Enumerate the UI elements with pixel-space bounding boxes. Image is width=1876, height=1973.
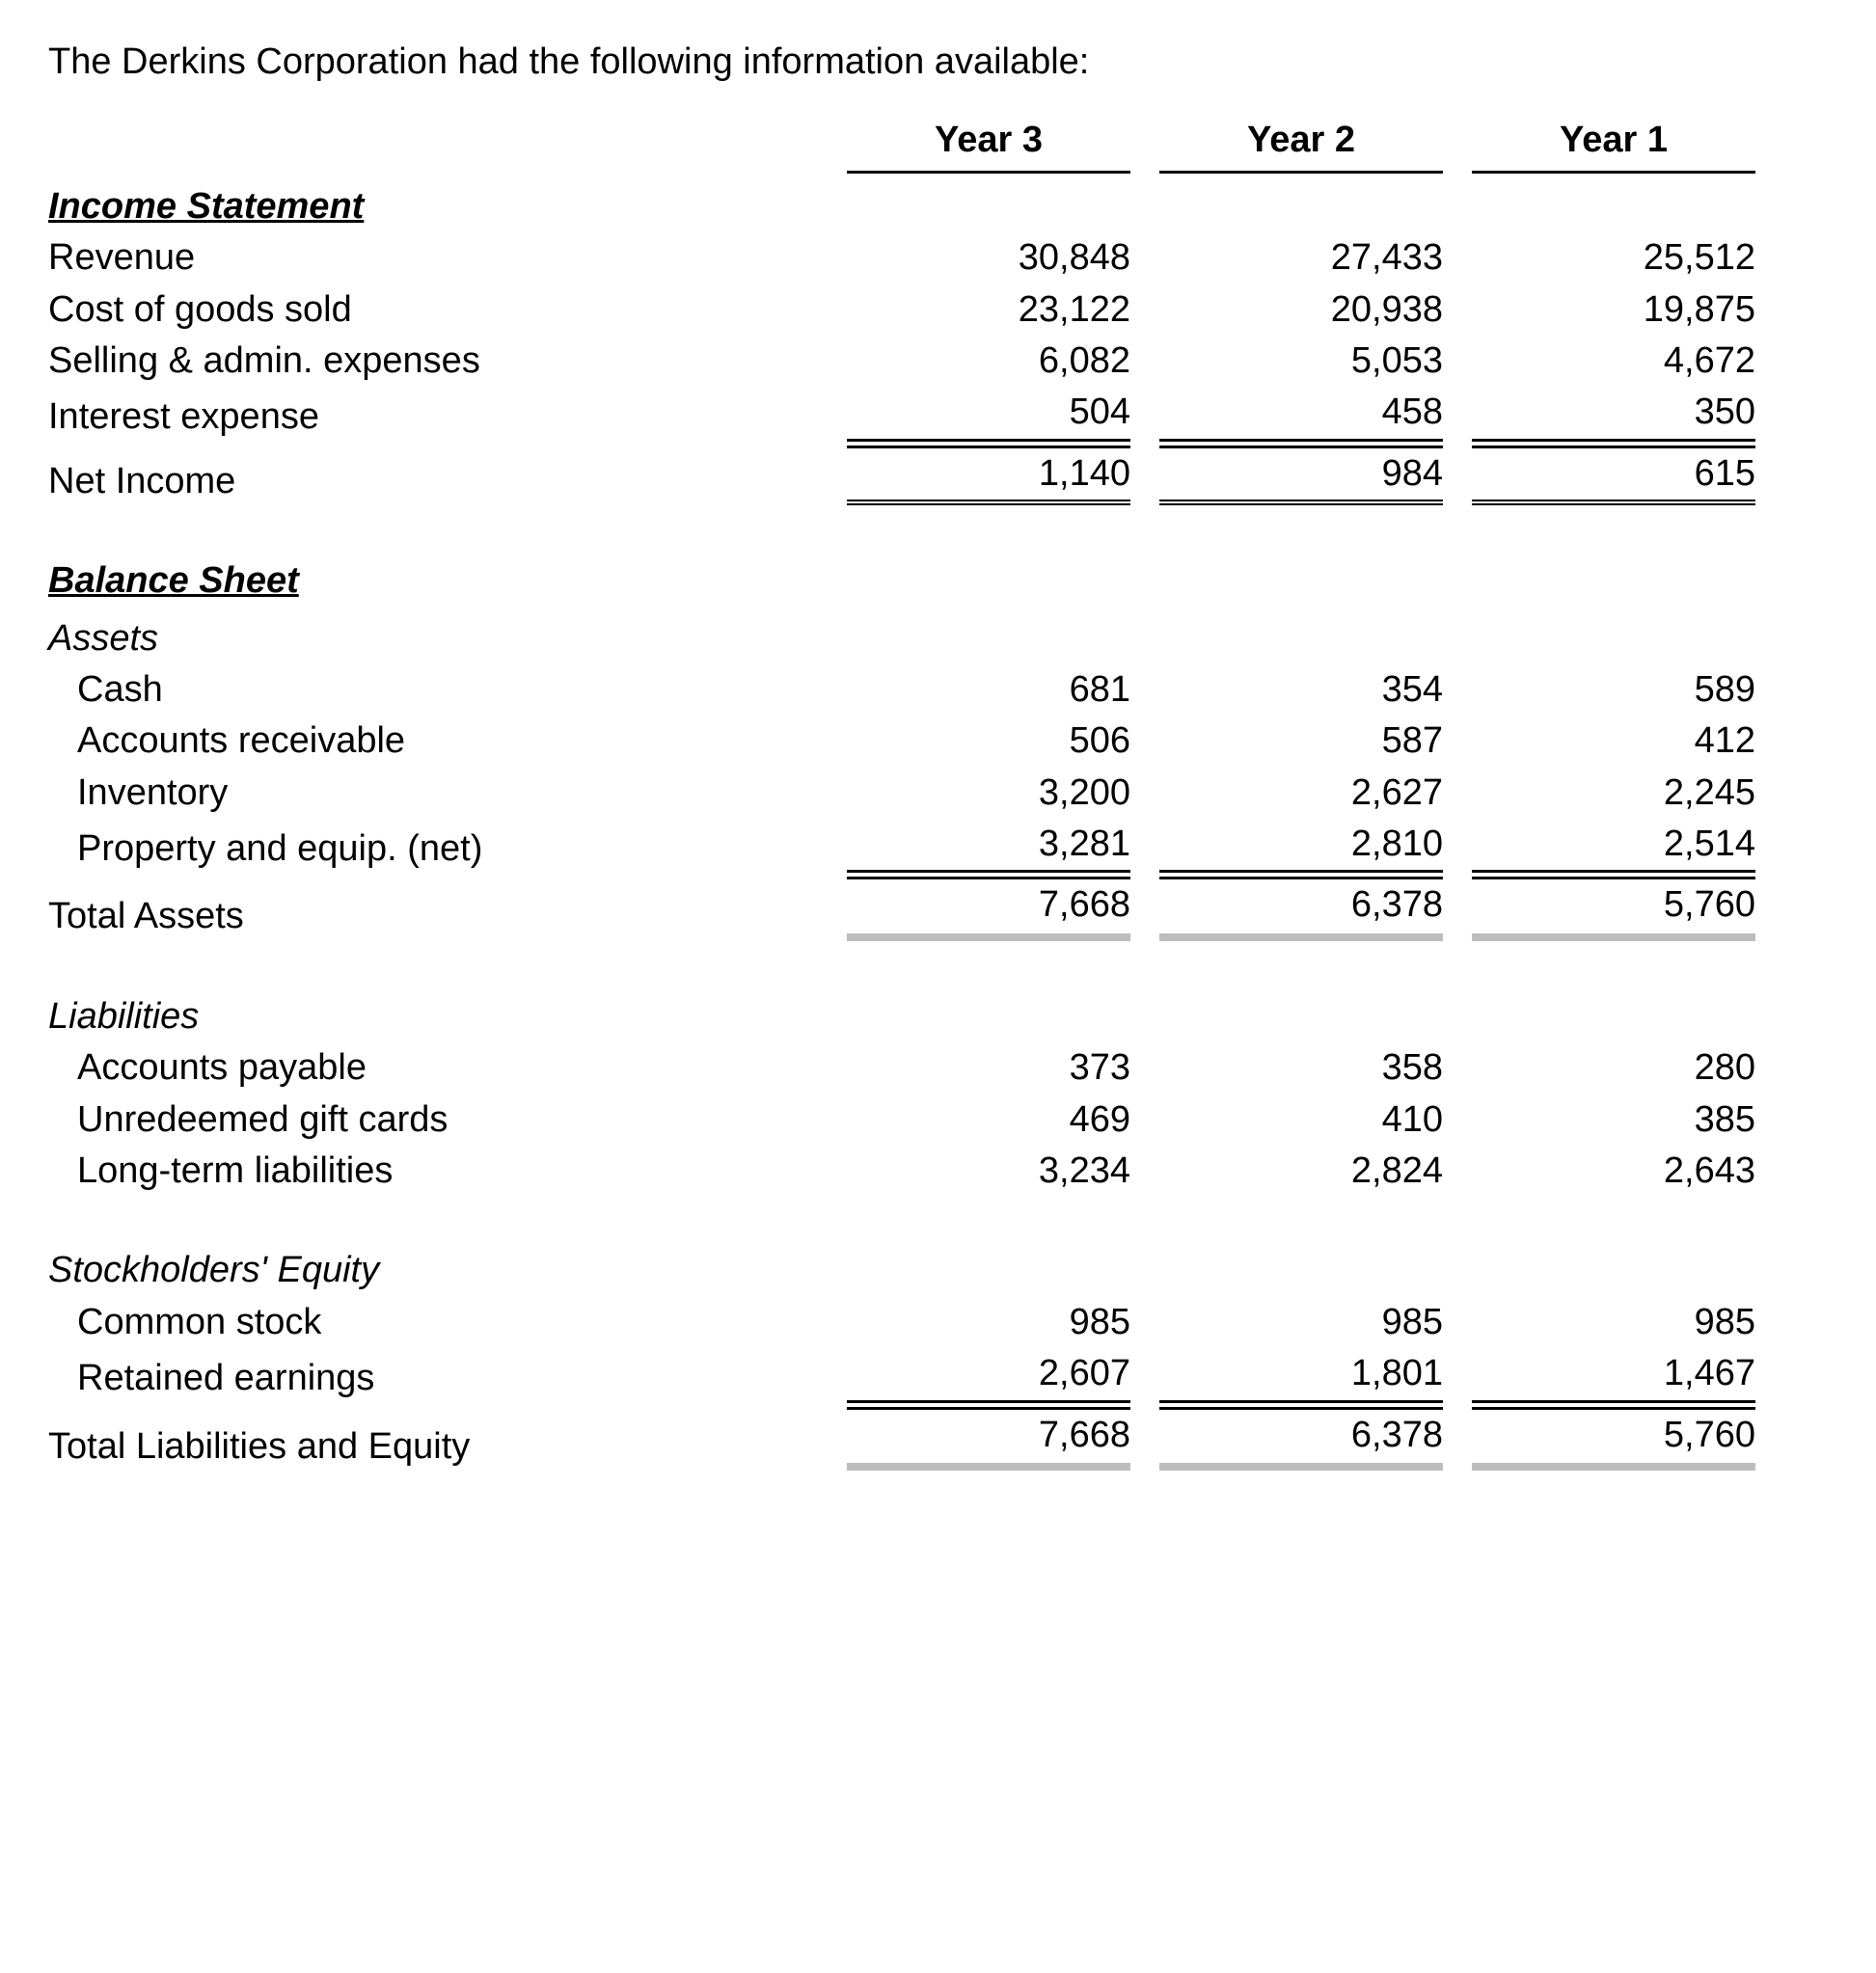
val: 280	[1472, 1042, 1784, 1094]
label-giftcards: Unredeemed gift cards	[48, 1095, 847, 1146]
row-sga: Selling & admin. expenses 6,082 5,053 4,…	[48, 336, 1784, 387]
val: 6,082	[847, 336, 1159, 387]
val: 20,938	[1159, 284, 1472, 336]
label-retained-earnings: Retained earnings	[48, 1348, 847, 1404]
val: 6,378	[1159, 1407, 1443, 1471]
label-lt-liab: Long-term liabilities	[48, 1146, 847, 1197]
label-ap: Accounts payable	[48, 1042, 847, 1094]
val: 1,140	[847, 446, 1130, 505]
row-common-stock: Common stock 985 985 985	[48, 1297, 1784, 1348]
val: 615	[1472, 446, 1755, 505]
financial-table: Year 3 Year 2 Year 1 Income Statement Re…	[48, 115, 1784, 1473]
label-total-assets: Total Assets	[48, 875, 847, 942]
balance-sheet-header: Balance Sheet	[48, 550, 847, 607]
val: 2,810	[1159, 821, 1443, 873]
val: 2,824	[1159, 1146, 1472, 1197]
val: 587	[1159, 716, 1472, 767]
row-ppe: Property and equip. (net) 3,281 2,810 2,…	[48, 819, 1784, 875]
row-ap: Accounts payable 373 358 280	[48, 1042, 1784, 1094]
col-year2: Year 2	[1159, 117, 1443, 173]
val: 6,378	[1159, 877, 1443, 940]
label-common-stock: Common stock	[48, 1297, 847, 1348]
label-revenue: Revenue	[48, 232, 847, 284]
val: 3,234	[847, 1146, 1159, 1197]
row-cash: Cash 681 354 589	[48, 664, 1784, 716]
val: 7,668	[847, 1407, 1130, 1471]
val: 4,672	[1472, 336, 1784, 387]
label-cash: Cash	[48, 664, 847, 716]
equity-subheader: Stockholders' Equity	[48, 1239, 847, 1296]
val: 25,512	[1472, 232, 1784, 284]
col-year1: Year 1	[1472, 117, 1755, 173]
val: 23,122	[847, 284, 1159, 336]
val: 5,053	[1159, 336, 1472, 387]
row-total-liab-equity: Total Liabilities and Equity 7,668 6,378…	[48, 1405, 1784, 1473]
val: 30,848	[847, 232, 1159, 284]
label-net-income: Net Income	[48, 444, 847, 507]
income-statement-header: Income Statement	[48, 176, 847, 232]
val: 354	[1159, 664, 1472, 716]
row-giftcards: Unredeemed gift cards 469 410 385	[48, 1095, 1784, 1146]
val: 985	[1159, 1297, 1472, 1348]
assets-subheader: Assets	[48, 608, 847, 664]
row-revenue: Revenue 30,848 27,433 25,512	[48, 232, 1784, 284]
val: 19,875	[1472, 284, 1784, 336]
val: 589	[1472, 664, 1784, 716]
label-ppe: Property and equip. (net)	[48, 819, 847, 875]
val: 410	[1159, 1095, 1472, 1146]
val: 985	[847, 1297, 1159, 1348]
row-cogs: Cost of goods sold 23,122 20,938 19,875	[48, 284, 1784, 336]
val: 350	[1472, 389, 1755, 441]
val: 984	[1159, 446, 1443, 505]
intro-text: The Derkins Corporation had the followin…	[48, 39, 1828, 86]
label-inventory: Inventory	[48, 768, 847, 819]
val: 1,467	[1472, 1350, 1755, 1402]
val: 985	[1472, 1297, 1784, 1348]
val: 412	[1472, 716, 1784, 767]
val: 373	[847, 1042, 1159, 1094]
val: 2,643	[1472, 1146, 1784, 1197]
liabilities-subheader: Liabilities	[48, 986, 847, 1042]
row-ar: Accounts receivable 506 587 412	[48, 716, 1784, 767]
row-total-assets: Total Assets 7,668 6,378 5,760	[48, 875, 1784, 942]
val: 3,281	[847, 821, 1130, 873]
val: 2,245	[1472, 768, 1784, 819]
row-net-income: Net Income 1,140 984 615	[48, 444, 1784, 507]
row-inventory: Inventory 3,200 2,627 2,245	[48, 768, 1784, 819]
val: 7,668	[847, 877, 1130, 940]
label-interest: Interest expense	[48, 387, 847, 443]
val: 5,760	[1472, 877, 1755, 940]
row-interest: Interest expense 504 458 350	[48, 387, 1784, 443]
label-sga: Selling & admin. expenses	[48, 336, 847, 387]
val: 506	[847, 716, 1159, 767]
val: 458	[1159, 389, 1443, 441]
row-lt-liab: Long-term liabilities 3,234 2,824 2,643	[48, 1146, 1784, 1197]
val: 2,514	[1472, 821, 1755, 873]
val: 5,760	[1472, 1407, 1755, 1471]
row-retained-earnings: Retained earnings 2,607 1,801 1,467	[48, 1348, 1784, 1404]
col-year3: Year 3	[847, 117, 1130, 173]
val: 504	[847, 389, 1130, 441]
val: 469	[847, 1095, 1159, 1146]
val: 27,433	[1159, 232, 1472, 284]
val: 1,801	[1159, 1350, 1443, 1402]
val: 385	[1472, 1095, 1784, 1146]
val: 2,607	[847, 1350, 1130, 1402]
val: 358	[1159, 1042, 1472, 1094]
val: 681	[847, 664, 1159, 716]
val: 2,627	[1159, 768, 1472, 819]
column-header-row: Year 3 Year 2 Year 1	[48, 115, 1784, 175]
label-cogs: Cost of goods sold	[48, 284, 847, 336]
val: 3,200	[847, 768, 1159, 819]
label-ar: Accounts receivable	[48, 716, 847, 767]
label-total-liab-equity: Total Liabilities and Equity	[48, 1405, 847, 1473]
